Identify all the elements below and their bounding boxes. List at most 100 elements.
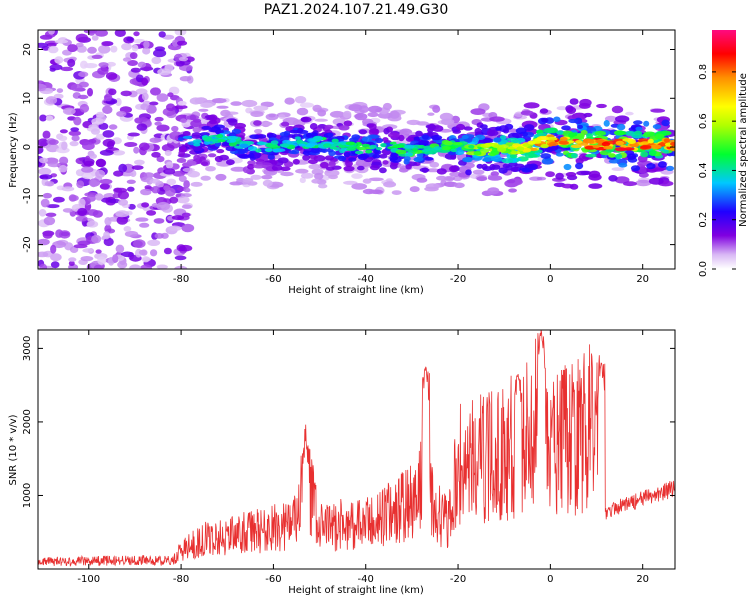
heatmap-cell <box>164 187 176 197</box>
heatmap-cell <box>273 148 286 153</box>
heatmap-cell <box>640 151 649 158</box>
heatmap-cell <box>176 196 190 204</box>
heatmap-cell <box>73 244 88 249</box>
heatmap-cell <box>520 110 534 116</box>
heatmap-cell <box>153 218 165 224</box>
x-tick-label: -60 <box>265 274 281 285</box>
heatmap-cell <box>354 112 368 121</box>
heatmap-cell <box>327 132 334 138</box>
heatmap-cell <box>635 179 652 187</box>
heatmap-cell <box>91 35 99 41</box>
heatmap-cell <box>405 152 414 157</box>
heatmap-cell <box>405 137 415 142</box>
heatmap-cell <box>117 260 128 269</box>
heatmap-cell <box>580 130 588 135</box>
heatmap-cell <box>209 119 217 125</box>
heatmap-cell <box>139 117 148 122</box>
heatmap-cell <box>361 136 372 142</box>
heatmap-cell <box>299 177 306 184</box>
heatmap-cell <box>176 40 188 46</box>
heatmap-cell <box>638 166 648 174</box>
heatmap-cell <box>579 98 592 107</box>
heatmap-cell <box>241 99 258 108</box>
heatmap-cell <box>615 130 627 136</box>
heatmap-cell <box>515 127 527 135</box>
heatmap-cell <box>424 186 439 192</box>
heatmap-cell <box>178 56 189 62</box>
heatmap-cell <box>67 58 76 68</box>
heatmap-cell <box>262 179 273 187</box>
heatmap-cell <box>38 83 47 92</box>
heatmap-cell <box>61 141 68 151</box>
heatmap-cell <box>121 251 134 258</box>
heatmap-cell <box>122 57 132 62</box>
heatmap-cell <box>187 170 200 178</box>
heatmap-cell <box>670 142 675 146</box>
heatmap-cell <box>250 111 264 117</box>
heatmap-cell <box>86 209 99 216</box>
heatmap-cell <box>382 137 389 143</box>
heatmap-cell <box>38 209 47 217</box>
heatmap-cell <box>166 178 177 186</box>
heatmap-cell <box>369 144 377 149</box>
colorbar: 0.0 0.2 0.4 0.6 0.8 Normalized spectral ampl… <box>698 30 749 277</box>
heatmap-cell <box>623 181 637 187</box>
heatmap-cell <box>361 143 371 147</box>
heatmap-cell <box>575 140 583 144</box>
heatmap-cell <box>115 210 130 218</box>
heatmap-cell <box>343 110 352 119</box>
heatmap-cell <box>39 263 48 269</box>
heatmap-cell <box>91 234 102 244</box>
heatmap-cell <box>498 125 509 133</box>
heatmap-cell <box>304 144 313 148</box>
heatmap-cell <box>546 136 558 141</box>
heatmap-cell <box>349 137 359 142</box>
heatmap-cell <box>141 92 149 101</box>
heatmap-cell <box>146 210 157 216</box>
heatmap-cell <box>103 231 110 240</box>
heatmap-cell <box>388 132 400 139</box>
heatmap-cell <box>368 123 377 130</box>
heatmap-cell <box>247 163 255 170</box>
x-tick-label: -20 <box>450 574 466 585</box>
heatmap-cell <box>313 135 324 141</box>
heatmap-cell <box>250 174 262 180</box>
heatmap-cell <box>529 147 538 152</box>
heatmap-cell <box>178 147 188 153</box>
heatmap-cell <box>46 204 60 209</box>
heatmap-cell <box>648 177 664 185</box>
heatmap-cell <box>648 149 657 156</box>
heatmap-cell <box>97 256 107 265</box>
heatmap-cell <box>490 156 503 162</box>
heatmap-cell <box>362 178 372 184</box>
heatmap-cell <box>577 124 583 129</box>
heatmap-cell <box>189 97 202 105</box>
heatmap-cell <box>151 56 162 65</box>
heatmap-cell <box>568 118 579 124</box>
heatmap-cell <box>555 172 564 180</box>
heatmap-cell <box>245 141 255 145</box>
x-tick-label: -60 <box>265 574 281 585</box>
heatmap-cell <box>59 129 68 134</box>
heatmap-cell <box>229 138 237 143</box>
heatmap-cell <box>129 52 138 60</box>
heatmap-cell <box>392 144 405 149</box>
heatmap-cell <box>211 98 227 104</box>
heatmap-cell <box>474 127 482 135</box>
heatmap-cell <box>254 129 263 134</box>
heatmap-cell <box>548 141 559 146</box>
heatmap-cell <box>432 105 441 113</box>
heatmap-cell <box>54 39 69 44</box>
heatmap-cell <box>523 124 535 131</box>
heatmap-cell <box>182 135 193 139</box>
heatmap-cell <box>48 30 55 35</box>
heatmap-cell <box>68 130 82 137</box>
heatmap-cell <box>208 114 218 121</box>
heatmap-cell <box>53 93 64 100</box>
heatmap-cell <box>42 231 53 239</box>
heatmap-cell <box>127 186 135 192</box>
heatmap-cell <box>95 158 107 168</box>
heatmap-cell <box>253 120 262 126</box>
heatmap-cell <box>69 246 79 254</box>
